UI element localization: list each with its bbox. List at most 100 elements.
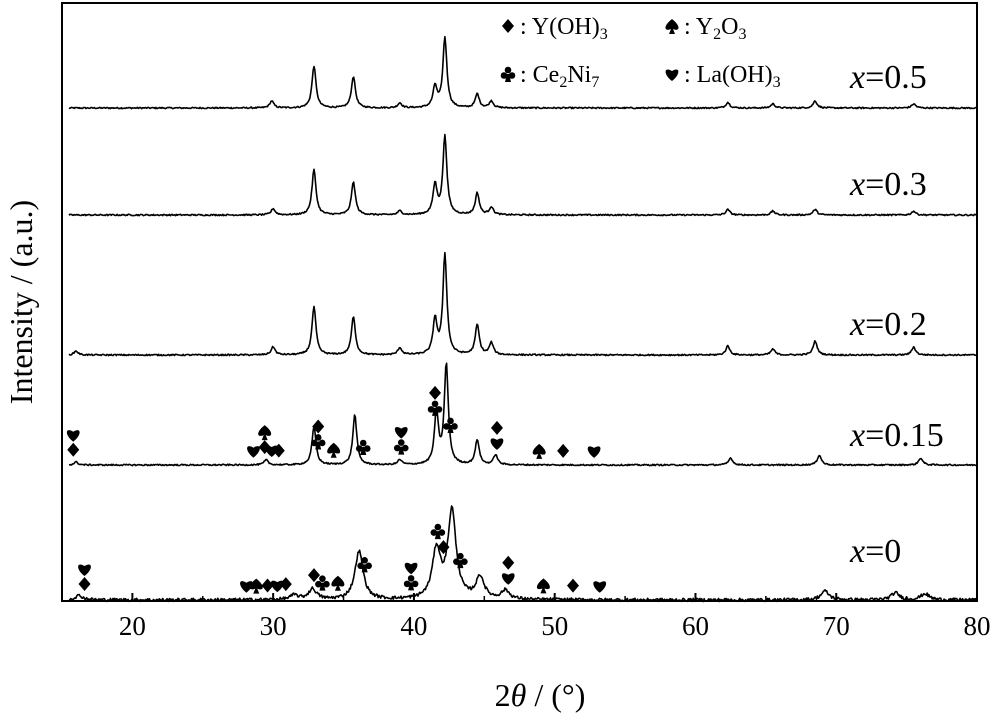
club-lobe (457, 552, 464, 560)
club-marker (315, 575, 330, 591)
club-marker (443, 417, 458, 433)
club-stem (457, 560, 464, 569)
diamond-marker (312, 419, 325, 434)
club-marker (355, 439, 371, 456)
club-lobe (315, 580, 322, 588)
spade-marker (258, 425, 272, 441)
club-lobe (411, 580, 419, 588)
club-stem (360, 447, 367, 456)
x-ticks-group: 20 30 40 50 60 70 80 (61, 593, 991, 641)
legend-heart-icon (665, 69, 679, 81)
club-lobe (361, 557, 368, 564)
x-tick-label-20: 20 (119, 611, 146, 641)
club-lobe (318, 439, 326, 447)
x-tick-label-80: 80 (964, 611, 991, 641)
club-lobe (403, 580, 411, 588)
diamond-marker (437, 540, 450, 555)
x-tick-label-40: 40 (400, 611, 427, 641)
club-lobe (359, 439, 367, 447)
club-lobe (443, 423, 450, 430)
club-lobe (508, 72, 516, 79)
legend-spade-icon (665, 19, 679, 34)
heart-marker (501, 573, 515, 585)
series-label-3: x=0.15 (849, 417, 944, 454)
spade-marker (532, 443, 546, 459)
club-marker (427, 400, 443, 416)
club-lobe (461, 558, 468, 565)
club-lobe (363, 445, 371, 452)
club-stem (361, 564, 368, 573)
heart-marker (240, 581, 253, 593)
club-lobe (323, 580, 330, 588)
diamond-marker (307, 568, 320, 583)
legend: : Y(OH)3: Y2O3: Ce2Ni7: La(OH)3 (500, 14, 781, 91)
club-marker (393, 439, 409, 455)
diamond-marker (490, 420, 503, 435)
series-label-4: x=0 (849, 533, 901, 570)
diamond-marker (557, 443, 570, 458)
club-stem (434, 531, 441, 540)
club-lobe (393, 444, 401, 452)
club-lobe (397, 439, 405, 446)
club-lobe (401, 444, 409, 452)
series-line-4 (68, 505, 977, 603)
series-line-0 (68, 35, 977, 110)
legend-label-1: : Y2O3 (684, 14, 746, 43)
spade-marker (536, 578, 550, 594)
club-lobe (434, 523, 442, 531)
club-marker (453, 552, 468, 569)
club-lobe (407, 575, 415, 582)
x-tick-label-70: 70 (823, 611, 850, 641)
series-label-0: x=0.5 (849, 59, 927, 96)
annotations-group (66, 385, 607, 594)
diamond-marker (566, 578, 579, 593)
club-stem (319, 582, 326, 591)
series-line-3 (68, 362, 977, 467)
series-label-1: x=0.3 (849, 166, 927, 203)
club-lobe (435, 406, 443, 413)
diamond-marker (429, 385, 442, 400)
club-lobe (319, 575, 326, 582)
legend-label-3: : La(OH)3 (684, 62, 781, 91)
club-marker (403, 575, 419, 591)
club-lobe (430, 529, 438, 536)
club-marker (430, 523, 446, 540)
club-stem (505, 74, 511, 82)
series-line-1 (68, 133, 977, 217)
club-lobe (451, 423, 458, 430)
club-lobe (438, 529, 446, 536)
club-stem (315, 441, 322, 450)
heart-marker (593, 581, 607, 593)
legend-label-0: : Y(OH)3 (520, 14, 608, 43)
x-tick-label-50: 50 (541, 611, 568, 641)
heart-marker (404, 562, 418, 575)
club-lobe (504, 66, 512, 74)
club-lobe (431, 400, 439, 408)
diamond-marker (502, 555, 515, 570)
y-axis-title: Intensity / (a.u.) (3, 200, 39, 404)
x-tick-label-30: 30 (260, 611, 287, 641)
club-lobe (500, 72, 508, 79)
club-lobe (427, 406, 435, 413)
diamond-marker (272, 443, 285, 458)
club-lobe (447, 417, 454, 425)
club-lobe (365, 562, 372, 570)
series-labels-group: x=0.5 x=0.3 x=0.2 x=0.15 x=0 (849, 59, 944, 570)
club-lobe (453, 558, 460, 565)
diamond-marker (279, 577, 292, 592)
club-stem (398, 446, 405, 455)
heart-marker (490, 438, 504, 450)
heart-marker (78, 564, 91, 577)
spade-marker (249, 578, 263, 594)
legend-diamond-icon (502, 19, 514, 33)
club-lobe (310, 439, 318, 447)
club-stem (432, 407, 439, 416)
legend-club-icon (500, 66, 516, 82)
heart-marker (394, 427, 408, 439)
diamond-marker (261, 578, 274, 593)
diamond-marker (78, 577, 91, 592)
diamond-marker (67, 442, 80, 457)
club-stem (447, 424, 454, 433)
club-lobe (357, 562, 364, 570)
